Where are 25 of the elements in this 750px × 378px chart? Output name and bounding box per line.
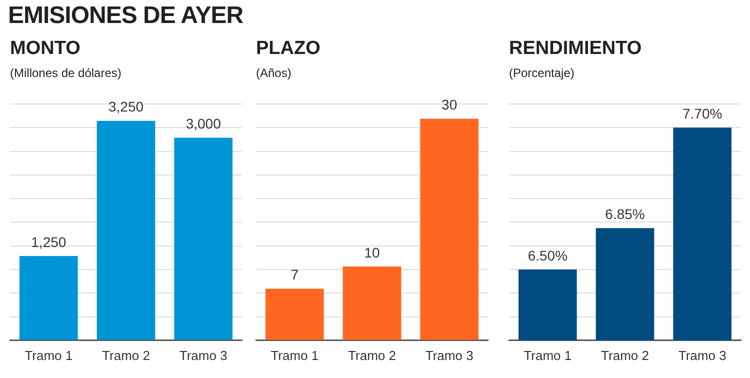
x-tick-label: Tramo 2	[348, 348, 396, 363]
chart-title: PLAZO	[256, 38, 322, 61]
data-label: 10	[364, 244, 380, 260]
x-tick-label: Tramo 3	[425, 348, 474, 363]
data-label: 7.70%	[682, 106, 722, 122]
data-label: 6.50%	[528, 247, 568, 264]
text: EMISIONES DE AYER	[8, 2, 244, 30]
chart-title: MONTO	[10, 38, 82, 61]
x-tick-label: Tramo 3	[179, 348, 228, 363]
x-tick-label: Tramo 1	[24, 348, 73, 363]
y-axis-title: (Años)	[256, 66, 292, 82]
data-label: 3,250	[108, 98, 144, 115]
x-tick-label: Tramo 2	[102, 348, 150, 363]
x-tick-label: Tramo 1	[524, 348, 572, 363]
chart-title: RENDIMIENTO	[509, 38, 643, 61]
y-axis-title: (Millones de dólares)	[10, 66, 122, 82]
x-tick-label: Tramo 1	[270, 348, 319, 363]
data-label: 6.85%	[605, 206, 645, 222]
x-tick-label: Tramo 2	[601, 348, 649, 363]
data-label: 3,000	[186, 116, 222, 132]
data-label: 7	[290, 266, 299, 283]
x-tick-label: Tramo 3	[678, 348, 726, 363]
data-label: 1,250	[31, 234, 66, 250]
y-axis-title: (Porcentaje)	[509, 66, 576, 82]
data-label: 30	[442, 96, 458, 113]
